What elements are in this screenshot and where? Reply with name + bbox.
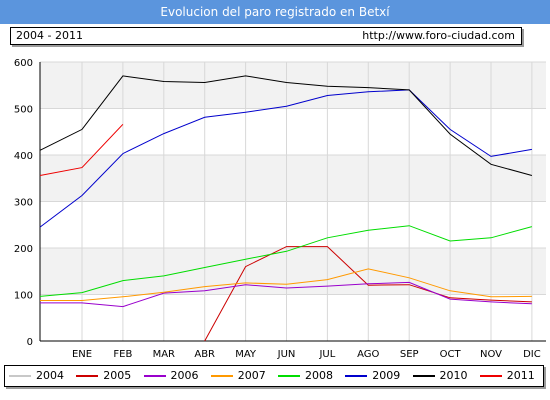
x-tick-label: NOV: [480, 349, 502, 360]
x-tick-label: MAY: [235, 349, 257, 360]
y-tick-label: 100: [14, 291, 33, 302]
legend: 2004 2005 2006 2007 2008 2009 2010 2011: [4, 365, 544, 387]
legend-item-2004: 2004: [5, 366, 72, 386]
series-line-2008: [39, 225, 533, 297]
axes: [39, 62, 546, 342]
x-tick-label: MAR: [153, 349, 175, 360]
x-tick-label: DIC: [523, 349, 541, 360]
series-line-2009: [39, 89, 532, 228]
legend-item-2006: 2006: [140, 366, 207, 386]
legend-swatch: [9, 375, 31, 377]
y-tick-label: 500: [14, 105, 33, 116]
legend-swatch: [412, 375, 435, 377]
plot-band: [40, 248, 546, 295]
legend-label: 2006: [170, 369, 199, 382]
x-tick-label: JUL: [318, 349, 335, 360]
grid-lines: [40, 61, 546, 342]
legend-swatch: [479, 375, 502, 377]
x-tick-label: ENE: [72, 349, 92, 360]
legend-label: 2010: [439, 369, 468, 382]
chart-title: Evolucion del paro registrado en Betxí: [0, 0, 550, 24]
x-tick-label: AGO: [357, 349, 379, 360]
legend-label: 2008: [305, 369, 333, 382]
series-line-2007: [40, 268, 532, 301]
y-tick-labels: 0 100 200 300 400 500 600: [14, 58, 33, 348]
legend-item-2010: 2010: [409, 366, 476, 386]
legend-label: 2005: [103, 369, 132, 382]
legend-label: 2011: [506, 369, 535, 382]
y-tick-label: 0: [27, 337, 33, 348]
series-lines: [39, 75, 533, 342]
legend-label: 2004: [36, 369, 64, 382]
legend-swatch: [345, 375, 368, 377]
series-line-2011: [39, 123, 124, 176]
legend-item-2008: 2008: [274, 366, 341, 386]
plot-band: [40, 62, 546, 109]
x-tick-label: ABR: [194, 349, 215, 360]
info-bar: 2004 - 2011 http://www.foro-ciudad.com: [10, 27, 522, 45]
plot-band: [40, 155, 546, 202]
legend-item-2009: 2009: [341, 366, 408, 386]
legend-swatch: [278, 375, 300, 377]
legend-item-2011: 2011: [476, 366, 543, 386]
x-tick-label: JUN: [277, 349, 296, 360]
plot-bands: [40, 62, 546, 295]
x-tick-label: FEB: [113, 349, 132, 360]
year-range: 2004 - 2011: [16, 29, 83, 42]
y-tick-label: 200: [14, 244, 33, 255]
y-tick-label: 300: [14, 198, 33, 209]
legend-item-2007: 2007: [207, 366, 274, 386]
legend-label: 2009: [372, 369, 401, 382]
series-line-2006: [40, 281, 532, 308]
y-tick-label: 600: [14, 58, 33, 69]
legend-swatch: [143, 375, 166, 377]
x-tick-label: OCT: [440, 349, 462, 360]
x-tick-label: SEP: [400, 349, 419, 360]
x-tick-labels: ENE FEB MAR ABR MAY JUN JUL AGO SEP OCT NOV DIC: [72, 349, 541, 360]
legend-item-2005: 2005: [72, 366, 139, 386]
legend-swatch: [210, 375, 233, 377]
source-url: http://www.foro-ciudad.com: [362, 29, 515, 42]
y-tick-label: 400: [14, 151, 33, 162]
series-line-2010: [39, 75, 533, 176]
legend-label: 2007: [237, 369, 266, 382]
series-line-2005: [204, 246, 532, 342]
legend-swatch: [76, 375, 99, 377]
